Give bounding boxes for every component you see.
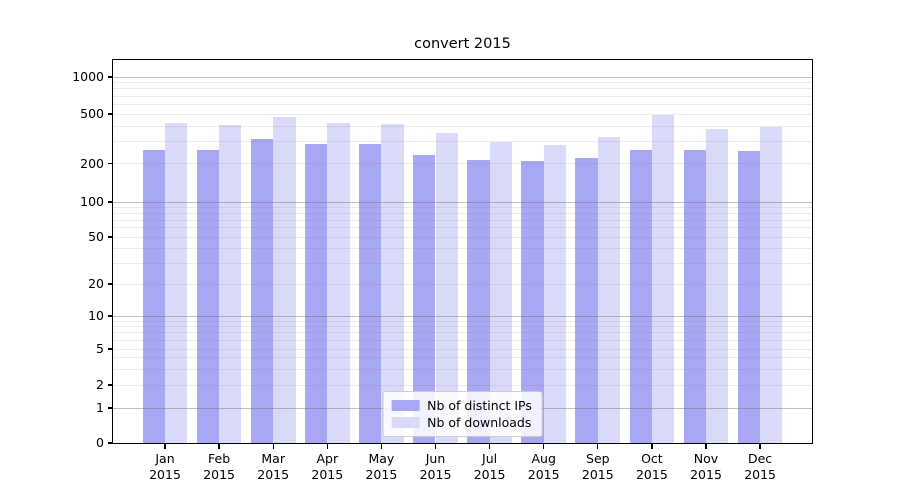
x-tick-label-nov: Nov 2015 xyxy=(690,451,722,482)
x-tick-label-aug: Aug 2015 xyxy=(527,451,560,482)
legend-swatch-distinct-ips xyxy=(391,400,420,411)
x-tick-label-feb: Feb 2015 xyxy=(203,451,235,482)
y-tick-label-10: 10 xyxy=(88,308,104,323)
bar-nb-of-distinct-ips-jul xyxy=(467,160,490,443)
bar-nb-of-distinct-ips-oct xyxy=(629,150,652,443)
bar-nb-of-downloads-apr xyxy=(327,122,350,443)
y-tick-label-5: 5 xyxy=(96,341,104,356)
y-tick-mark-1000 xyxy=(108,76,113,78)
x-tick-mark-sep xyxy=(597,444,599,449)
y-tick-mark-5 xyxy=(108,348,113,350)
y-tick-label-2: 2 xyxy=(96,377,104,392)
bar-nb-of-downloads-jun xyxy=(435,133,458,443)
y-tick-mark-50 xyxy=(108,236,113,238)
legend-entry-distinct-ips: Nb of distinct IPs xyxy=(391,397,532,414)
x-tick-mark-aug xyxy=(543,444,545,449)
bar-nb-of-downloads-jan xyxy=(165,122,188,443)
y-tick-mark-0 xyxy=(108,442,113,444)
x-tick-label-oct: Oct 2015 xyxy=(635,451,668,482)
x-tick-mark-jul xyxy=(488,444,491,449)
bar-nb-of-downloads-feb xyxy=(219,125,242,443)
bar-nb-of-downloads-sep xyxy=(597,136,621,443)
x-tick-mark-jun xyxy=(434,444,437,449)
x-tick-mark-apr xyxy=(326,444,328,449)
legend-entry-downloads: Nb of downloads xyxy=(391,414,532,431)
bar-nb-of-distinct-ips-sep xyxy=(575,157,598,443)
legend: Nb of distinct IPs Nb of downloads xyxy=(382,391,543,437)
x-tick-label-dec: Dec 2015 xyxy=(744,451,776,482)
bar-nb-of-distinct-ips-aug xyxy=(521,161,544,443)
legend-swatch-downloads xyxy=(391,417,420,428)
legend-label-distinct-ips: Nb of distinct IPs xyxy=(427,398,532,413)
x-tick-label-may: May 2015 xyxy=(365,451,398,482)
bar-nb-of-downloads-may xyxy=(381,124,404,443)
chart-title: convert 2015 xyxy=(414,36,511,52)
y-tick-label-200: 200 xyxy=(80,155,104,171)
y-tick-mark-500 xyxy=(108,113,113,115)
bar-nb-of-downloads-oct xyxy=(651,115,675,443)
bars-layer xyxy=(113,60,812,443)
x-tick-label-apr: Apr 2015 xyxy=(311,451,344,482)
bar-nb-of-distinct-ips-may xyxy=(359,144,382,443)
y-tick-label-1000: 1000 xyxy=(72,69,104,84)
y-tick-label-500: 500 xyxy=(80,106,104,121)
y-tick-mark-200 xyxy=(108,162,113,165)
x-tick-label-jul: Jul 2015 xyxy=(473,451,506,482)
x-tick-mark-oct xyxy=(651,444,653,449)
bar-nb-of-distinct-ips-jun xyxy=(413,155,436,443)
y-tick-mark-20 xyxy=(108,283,113,285)
bar-nb-of-downloads-nov xyxy=(706,129,729,443)
y-tick-mark-1 xyxy=(108,407,113,409)
x-tick-mark-jan xyxy=(164,444,166,449)
x-tick-label-sep: Sep 2015 xyxy=(581,451,614,482)
y-tick-mark-100 xyxy=(108,201,113,203)
bar-nb-of-downloads-mar xyxy=(273,116,296,443)
bar-nb-of-distinct-ips-mar xyxy=(250,138,274,443)
y-tick-label-0: 0 xyxy=(96,435,104,450)
bar-nb-of-distinct-ips-apr xyxy=(304,144,328,443)
y-tick-label-20: 20 xyxy=(88,276,104,291)
bar-nb-of-downloads-aug xyxy=(543,145,567,443)
y-tick-label-100: 100 xyxy=(80,194,104,209)
y-tick-label-50: 50 xyxy=(88,229,104,244)
bar-nb-of-distinct-ips-feb xyxy=(196,150,220,443)
bar-nb-of-distinct-ips-jan xyxy=(142,150,165,443)
bar-nb-of-distinct-ips-nov xyxy=(683,150,706,443)
plot-area: Nb of distinct IPs Nb of downloads xyxy=(112,59,813,444)
x-tick-label-jun: Jun 2015 xyxy=(419,451,452,482)
y-tick-label-1: 1 xyxy=(96,400,104,415)
legend-label-downloads: Nb of downloads xyxy=(427,415,532,430)
x-tick-mark-feb xyxy=(218,444,220,449)
x-tick-label-jan: Jan 2015 xyxy=(149,451,181,482)
x-tick-mark-may xyxy=(380,444,383,449)
x-tick-mark-mar xyxy=(272,444,274,449)
bar-nb-of-distinct-ips-dec xyxy=(737,150,761,443)
x-tick-mark-dec xyxy=(759,444,761,449)
x-tick-mark-nov xyxy=(705,444,707,449)
bar-nb-of-downloads-dec xyxy=(760,127,783,443)
y-tick-mark-10 xyxy=(108,315,113,317)
bar-nb-of-downloads-jul xyxy=(489,142,512,443)
y-tick-mark-2 xyxy=(108,384,113,386)
x-tick-label-mar: Mar 2015 xyxy=(257,451,290,482)
